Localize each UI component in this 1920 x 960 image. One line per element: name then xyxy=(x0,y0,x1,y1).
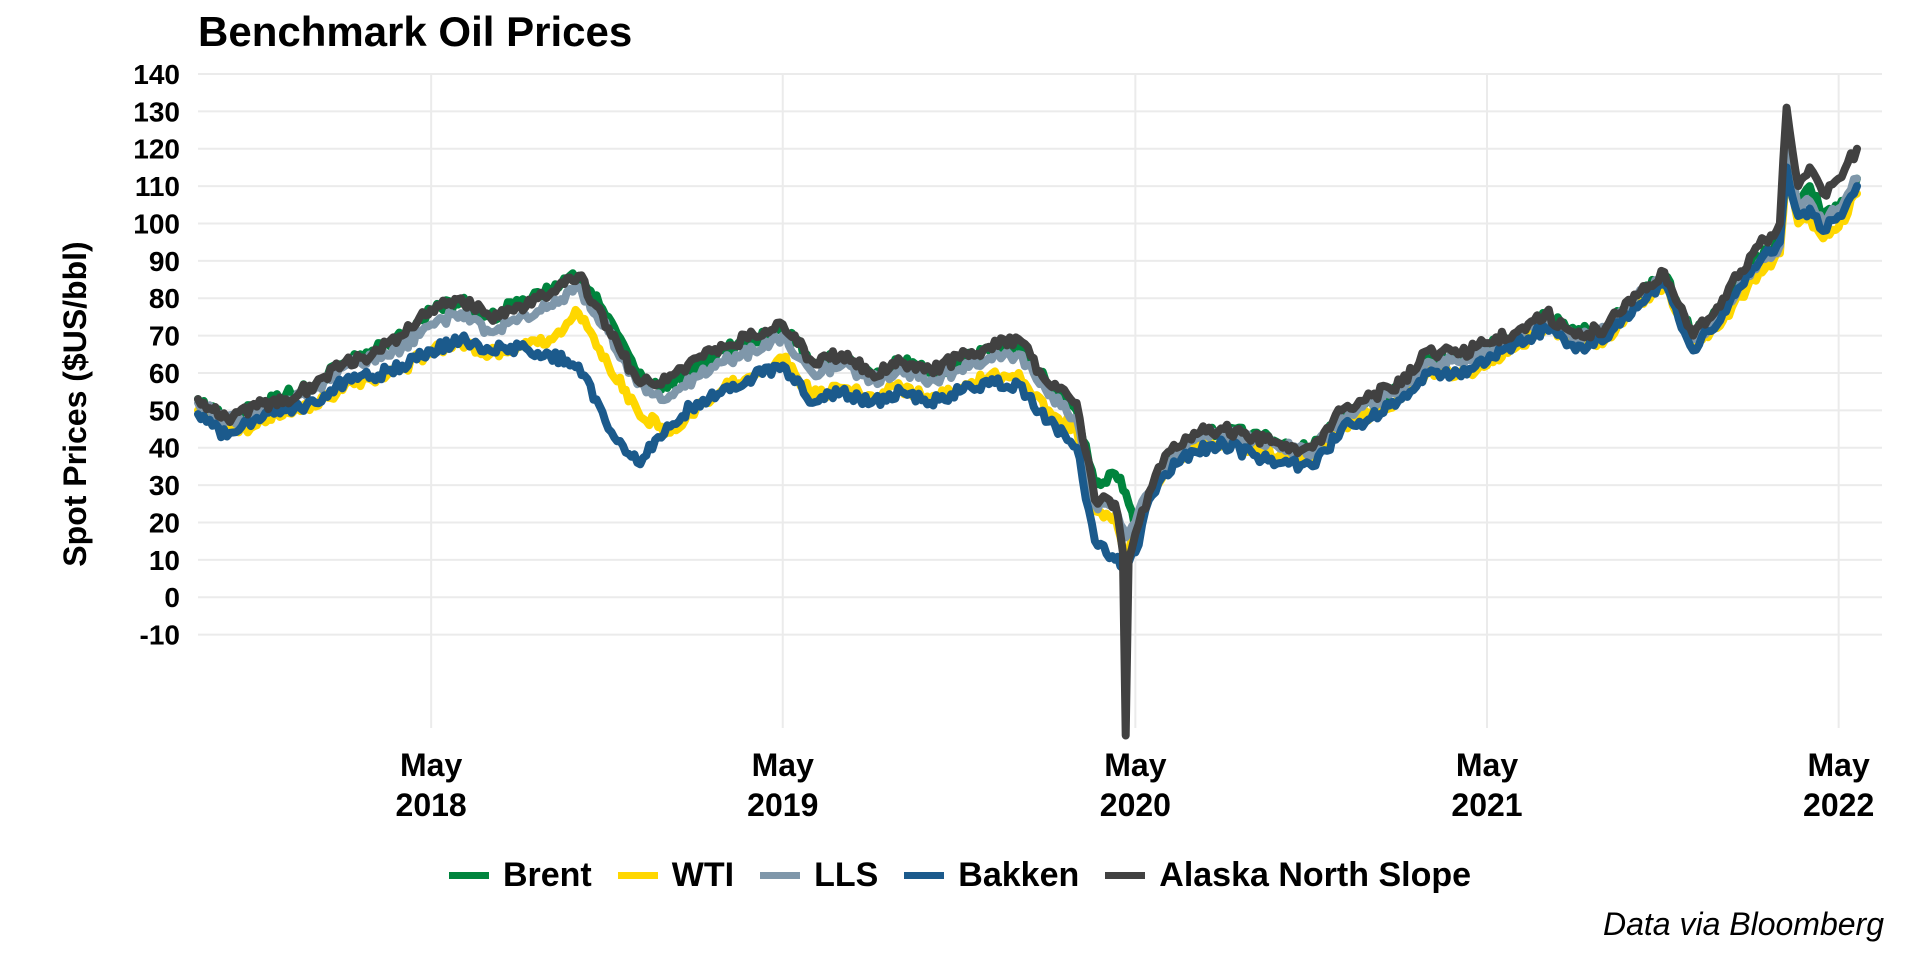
y-axis: -10 0 10 20 30 40 50 60 70 80 90 100 110 120 130 140 xyxy=(133,59,180,651)
y-tick-label: 50 xyxy=(149,395,180,426)
y-tick-label: 130 xyxy=(133,96,180,127)
y-tick-label: 140 xyxy=(133,59,180,90)
x-tick-month: May xyxy=(1808,747,1870,783)
y-tick-label: 120 xyxy=(133,134,180,165)
legend-item-lls: LLS xyxy=(760,856,878,895)
y-tick-label: 80 xyxy=(149,283,180,314)
x-tick-year: 2020 xyxy=(1100,787,1171,823)
y-tick-label: 60 xyxy=(149,358,180,389)
series-line-lls xyxy=(194,144,1861,542)
series-line-bakken xyxy=(194,163,1861,573)
y-tick-label: 30 xyxy=(149,470,180,501)
x-tick-month: May xyxy=(1456,747,1518,783)
x-tick-year: 2018 xyxy=(396,787,467,823)
legend-label: WTI xyxy=(671,856,735,894)
x-tick-year: 2021 xyxy=(1451,787,1522,823)
x-axis: May 2018 May 2019 May 2020 May 2021 May 2022 xyxy=(396,747,1875,823)
y-tick-label: 0 xyxy=(164,582,180,613)
legend-label: Bakken xyxy=(958,856,1080,894)
y-tick-label: 40 xyxy=(149,433,180,464)
y-tick-label: -10 xyxy=(140,620,180,651)
y-tick-label: 90 xyxy=(149,246,180,277)
y-tick-label: 20 xyxy=(149,507,180,538)
x-tick-month: May xyxy=(1104,747,1166,783)
legend-key xyxy=(617,872,658,879)
legend-item-bakken: Bakken xyxy=(904,856,1079,895)
source-caption: Data via Bloomberg xyxy=(1602,906,1884,942)
legend-key xyxy=(448,872,489,879)
legend: Brent WTI LLS Bakken Alaska North Slope xyxy=(0,856,1920,895)
legend-item-brent: Brent xyxy=(448,856,592,895)
legend-label: LLS xyxy=(814,856,879,894)
legend-item-wti: WTI xyxy=(617,856,735,895)
y-tick-label: 100 xyxy=(133,208,180,239)
x-tick-year: 2022 xyxy=(1803,787,1874,823)
legend-item-alaska-north-slope: Alaska North Slope xyxy=(1105,856,1471,895)
y-tick-label: 110 xyxy=(135,171,180,202)
y-tick-label: 70 xyxy=(149,321,180,352)
x-tick-year: 2019 xyxy=(747,787,818,823)
legend-key xyxy=(904,872,945,879)
gridlines xyxy=(198,73,1882,728)
series-lines xyxy=(194,103,1861,740)
chart-title: Benchmark Oil Prices xyxy=(198,8,633,55)
legend-label: Alaska North Slope xyxy=(1159,856,1472,894)
series-line-alaska-north-slope xyxy=(194,103,1861,740)
x-tick-month: May xyxy=(752,747,814,783)
legend-key xyxy=(1105,872,1146,879)
y-tick-label: 10 xyxy=(149,545,180,576)
x-tick-month: May xyxy=(400,747,462,783)
legend-label: Brent xyxy=(502,856,592,894)
y-axis-label: Spot Prices ($US/bbl) xyxy=(57,241,93,566)
legend-key xyxy=(760,872,801,879)
